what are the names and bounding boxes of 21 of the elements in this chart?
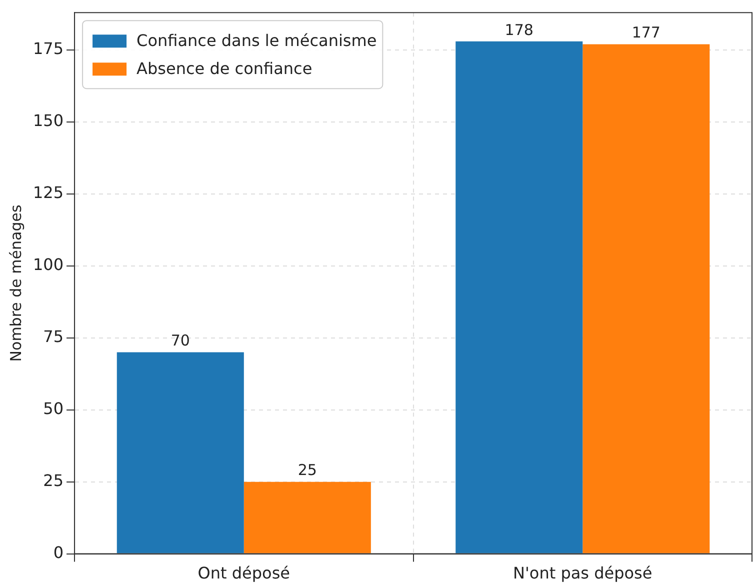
y-tick-label: 75 — [43, 327, 64, 346]
y-tick-label: 0 — [53, 542, 64, 562]
y-tick-label: 125 — [32, 183, 64, 202]
data-label: 70 — [170, 332, 190, 350]
y-tick-label: 100 — [32, 255, 64, 274]
y-tick-label: 175 — [32, 39, 64, 58]
data-label: 25 — [298, 461, 317, 480]
legend-label: Absence de confiance — [136, 58, 312, 78]
bar — [116, 352, 244, 554]
bar — [244, 482, 371, 554]
y-tick-label: 150 — [32, 111, 64, 130]
bar — [456, 41, 583, 554]
y-axis-title: Nombre de ménages — [6, 204, 25, 362]
bar — [582, 44, 710, 554]
data-label: 178 — [504, 20, 534, 39]
x-tick-label: Ont déposé — [198, 564, 290, 583]
x-tick-label: N'ont pas déposé — [513, 564, 652, 583]
data-label: 177 — [632, 24, 660, 42]
y-tick-label: 50 — [43, 399, 64, 418]
y-tick-label: 25 — [43, 470, 64, 490]
legend-label: Confiance dans le mécanisme — [136, 30, 377, 50]
